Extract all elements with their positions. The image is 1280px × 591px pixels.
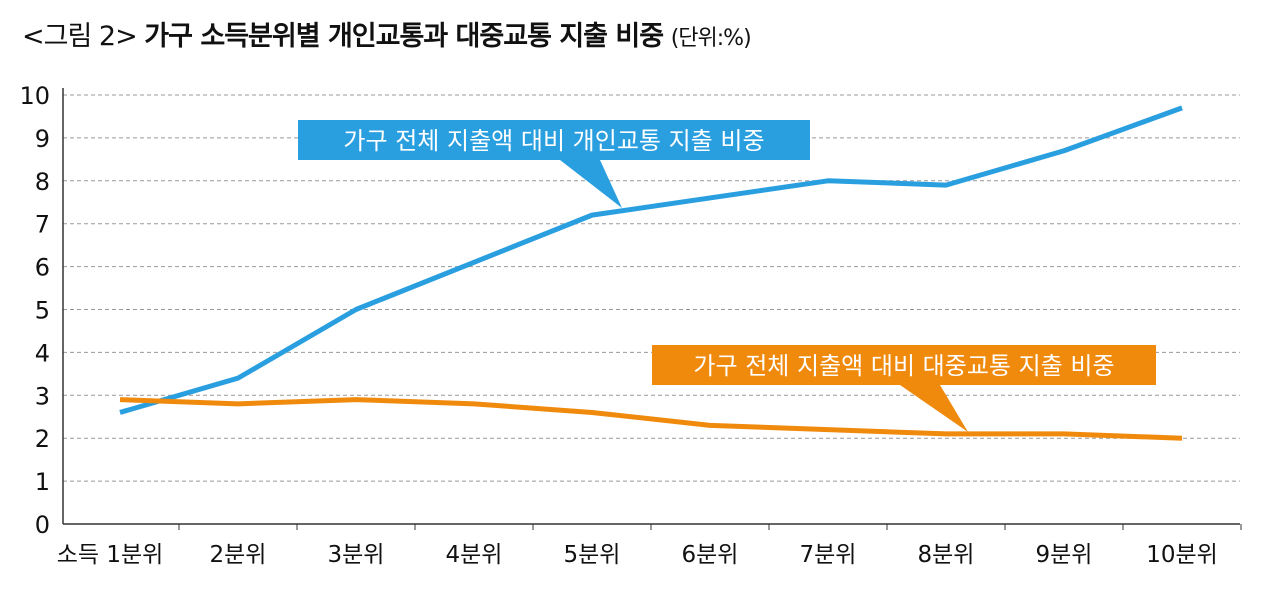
series-line-2 xyxy=(119,397,1183,441)
y-tick-label: 5 xyxy=(35,297,50,325)
y-tick-label: 1 xyxy=(35,468,50,496)
callout-box xyxy=(298,120,810,160)
y-tick-label: 10 xyxy=(19,82,50,110)
y-tick-label: 0 xyxy=(35,511,50,539)
y-tick-label: 3 xyxy=(35,382,50,410)
y-tick-label: 9 xyxy=(35,125,50,153)
callout-box xyxy=(652,345,1156,385)
y-tick-label: 6 xyxy=(35,254,50,282)
callout-pointer xyxy=(560,160,622,208)
x-tick-label: 4분위 xyxy=(446,542,503,568)
y-tick-label: 7 xyxy=(35,211,50,239)
x-tick-label: 10분위 xyxy=(1146,542,1218,568)
x-tick-label: 소득 1분위 xyxy=(57,542,164,568)
legend-label: 가구 전체 지출액 대비 대중교통 지출 비중 xyxy=(693,352,1114,380)
x-tick-label: 5분위 xyxy=(564,542,621,568)
series-label-callout-2: 가구 전체 지출액 대비 대중교통 지출 비중 xyxy=(652,345,1156,432)
x-tick-label: 2분위 xyxy=(210,542,267,568)
x-tick-label: 8분위 xyxy=(918,542,975,568)
y-tick-label: 2 xyxy=(35,425,50,453)
y-tick-label: 8 xyxy=(35,168,50,196)
figure-number: <그림 2> xyxy=(22,21,138,52)
x-tick-label: 3분위 xyxy=(328,542,385,568)
series-line-1 xyxy=(119,105,1183,415)
series-label-callout-1: 가구 전체 지출액 대비 개인교통 지출 비중 xyxy=(298,120,810,208)
x-tick-label: 6분위 xyxy=(682,542,739,568)
title-unit: (단위:%) xyxy=(670,26,752,51)
y-tick-label: 4 xyxy=(35,339,50,367)
x-tick-label: 9분위 xyxy=(1036,542,1093,568)
chart-title: <그림 2> 가구 소득분위별 개인교통과 대중교통 지출 비중 (단위:%) xyxy=(22,14,752,53)
callout-pointer xyxy=(900,385,968,432)
title-main: 가구 소득분위별 개인교통과 대중교통 지출 비중 xyxy=(144,21,664,52)
x-tick-label: 7분위 xyxy=(800,542,857,568)
legend-label: 가구 전체 지출액 대비 개인교통 지출 비중 xyxy=(343,127,764,155)
